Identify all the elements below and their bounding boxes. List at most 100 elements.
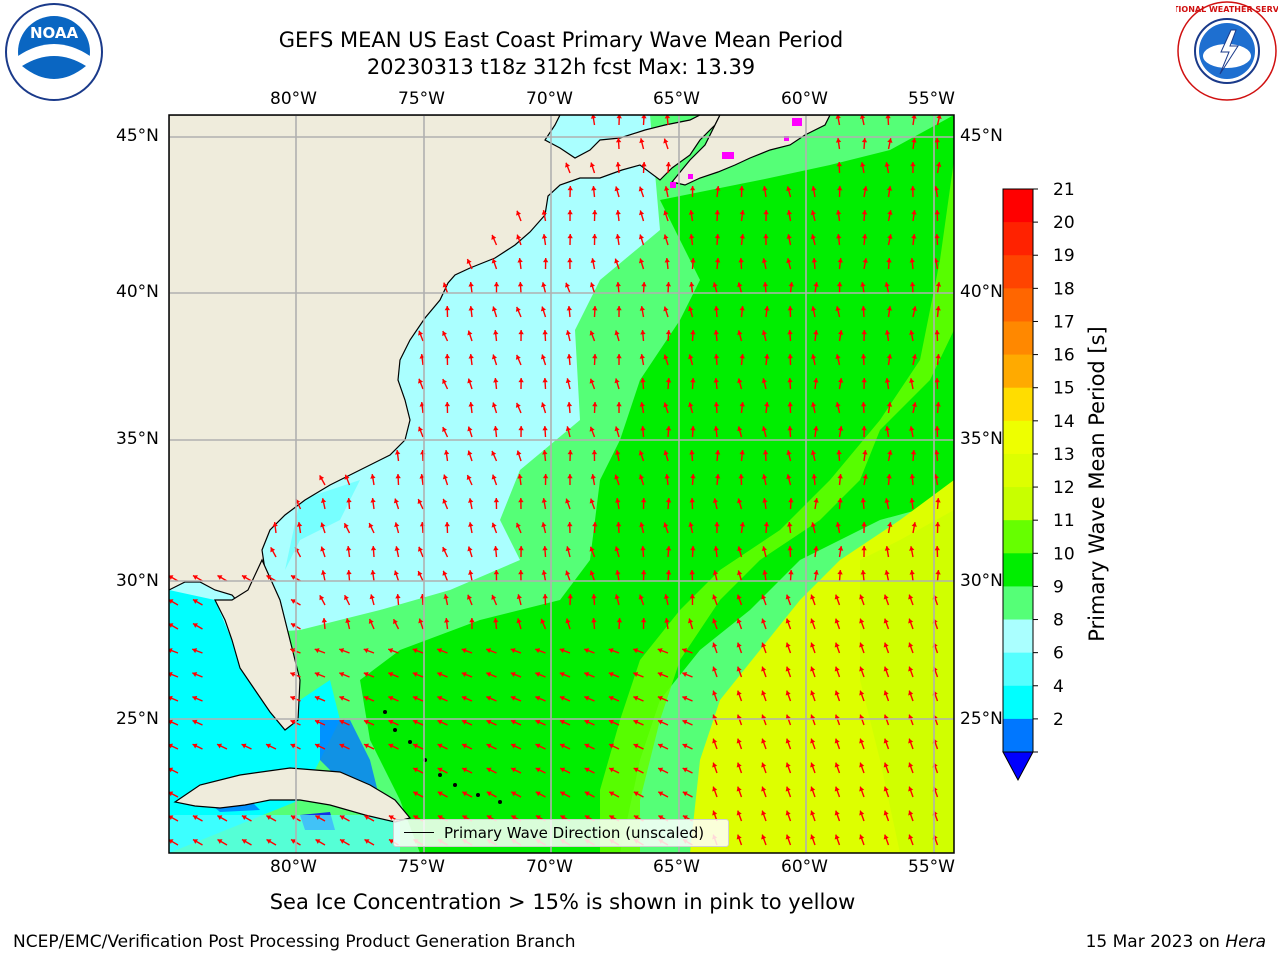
wave-arrow <box>368 522 375 534</box>
wave-arrow <box>320 522 326 534</box>
wave-arrow <box>810 690 816 702</box>
wave-arrow <box>859 810 865 822</box>
wave-arrow <box>810 594 816 606</box>
wave-arrow <box>388 743 399 750</box>
wave-arrow <box>859 618 865 630</box>
wave-arrow <box>657 791 669 798</box>
wave-arrow <box>862 186 868 198</box>
wave-arrow <box>363 695 375 702</box>
wave-arrow <box>338 648 350 654</box>
wave-arrow <box>908 642 914 654</box>
wave-arrow <box>713 377 719 390</box>
wave-arrow <box>837 473 843 486</box>
wave-arrow <box>835 522 841 534</box>
wave-arrow <box>639 354 645 366</box>
wave-arrow <box>241 743 252 750</box>
wave-arrow <box>764 305 770 318</box>
colorbar-tick-label: 18 <box>1053 279 1075 299</box>
wave-arrow <box>614 330 620 342</box>
wave-arrow <box>862 233 868 246</box>
wave-arrow <box>565 330 571 342</box>
wave-arrow <box>935 401 941 414</box>
wave-arrow <box>518 377 524 390</box>
wave-arrow <box>663 594 670 606</box>
wave-arrow <box>887 522 893 534</box>
wave-arrow <box>590 474 596 486</box>
wave-arrow <box>559 791 571 798</box>
wave-arrow <box>442 498 449 510</box>
wave-arrow <box>632 648 644 654</box>
wave-arrow <box>266 838 277 846</box>
wave-arrow <box>315 838 326 846</box>
wave-arrow <box>884 330 891 342</box>
wave-arrow <box>363 719 375 726</box>
colorbar-label: Primary Wave Mean Period [s] <box>1085 326 1109 642</box>
wave-arrow <box>681 648 693 654</box>
wave-arrow <box>589 426 596 438</box>
wave-arrow <box>584 767 595 774</box>
wave-arrow <box>589 570 596 582</box>
wave-arrow <box>565 378 571 390</box>
wave-arrow <box>363 648 375 654</box>
wave-arrow <box>641 569 647 582</box>
wave-arrow <box>810 354 817 366</box>
wave-arrow <box>886 473 892 486</box>
wave-arrow <box>515 402 522 414</box>
colorbar-segment <box>1003 222 1033 256</box>
wave-arrow <box>388 695 399 702</box>
wave-arrow <box>657 719 669 726</box>
wave-arrow <box>665 569 672 582</box>
wave-arrow <box>714 209 721 222</box>
wave-arrow <box>810 402 817 414</box>
wave-arrow <box>437 743 448 750</box>
wave-arrow <box>510 648 522 654</box>
wave-arrow <box>859 786 865 798</box>
colorbar-segment <box>1003 652 1033 687</box>
wave-arrow <box>491 306 498 318</box>
wave-arrow <box>761 426 767 438</box>
colorbar-tick-label: 12 <box>1053 478 1075 498</box>
wave-arrow <box>339 815 350 822</box>
wave-arrow <box>510 695 522 702</box>
wave-arrow <box>615 450 621 462</box>
wave-arrow <box>217 574 228 582</box>
colorbar-segment <box>1003 718 1033 753</box>
wave-arrow <box>682 719 693 726</box>
wave-arrow <box>608 648 620 654</box>
wave-arrow <box>559 767 571 774</box>
wave-arrow <box>739 210 746 222</box>
colorbar: 21 20 19 18 17 16 15 14 13 12 11 10 9 8 6 4 2 <box>1002 180 1075 782</box>
wave-arrow <box>491 354 498 366</box>
wave-arrow <box>810 618 816 630</box>
wave-arrow <box>615 234 621 246</box>
lon-tick-top-65w: 65°W <box>653 89 700 109</box>
wave-arrow <box>935 497 941 510</box>
wave-arrow <box>370 545 377 558</box>
wave-arrow <box>689 281 695 294</box>
wave-arrow <box>566 305 572 318</box>
wave-arrow <box>392 618 400 630</box>
wave-arrow <box>241 815 252 822</box>
wave-direction-arrows <box>169 115 942 846</box>
wave-arrow <box>542 377 548 390</box>
wave-arrow <box>540 306 547 318</box>
wave-arrow <box>639 306 645 318</box>
wave-arrow <box>834 762 841 774</box>
wave-arrow <box>739 401 745 414</box>
wave-arrow <box>640 545 646 558</box>
footer-date-text: 15 Mar 2023 on <box>1085 932 1226 952</box>
colorbar-tick-label: 13 <box>1053 445 1075 465</box>
wave-arrow <box>559 648 571 654</box>
wave-arrow <box>633 719 644 726</box>
wave-arrow <box>169 838 179 846</box>
wave-arrow <box>811 473 817 486</box>
footer-branch: NCEP/EMC/Verification Post Processing Pr… <box>13 932 576 952</box>
wave-arrow <box>861 209 868 222</box>
wave-arrow <box>883 762 890 774</box>
wave-arrow <box>344 474 351 486</box>
wave-arrow <box>616 617 623 630</box>
wave-arrow <box>834 738 841 750</box>
wave-arrow <box>909 330 915 342</box>
wave-arrow <box>835 402 841 414</box>
wave-arrow <box>363 671 375 678</box>
